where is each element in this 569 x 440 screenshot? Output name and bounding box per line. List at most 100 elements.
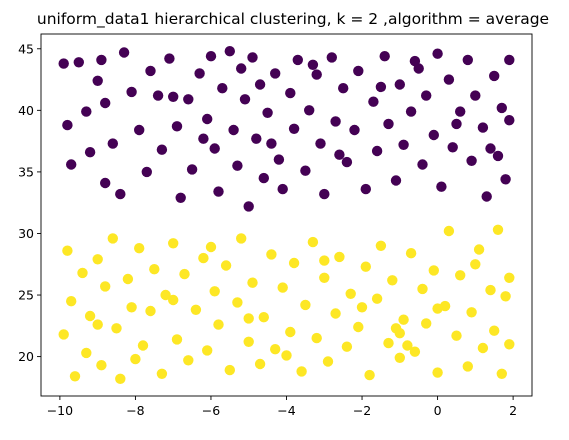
point-cluster-1 bbox=[126, 302, 137, 313]
point-cluster-0 bbox=[232, 160, 243, 171]
point-cluster-0 bbox=[428, 129, 439, 141]
point-cluster-0 bbox=[436, 181, 447, 192]
point-cluster-1 bbox=[198, 252, 209, 264]
point-cluster-1 bbox=[160, 289, 171, 301]
point-cluster-1 bbox=[285, 326, 296, 338]
point-cluster-1 bbox=[398, 314, 409, 325]
point-cluster-1 bbox=[202, 345, 213, 356]
point-cluster-0 bbox=[466, 155, 477, 166]
point-cluster-0 bbox=[228, 124, 239, 136]
point-cluster-0 bbox=[205, 51, 217, 62]
point-cluster-0 bbox=[500, 174, 511, 185]
point-cluster-0 bbox=[304, 105, 315, 116]
point-cluster-1 bbox=[84, 310, 96, 322]
point-cluster-0 bbox=[315, 138, 326, 149]
point-cluster-1 bbox=[130, 353, 141, 365]
point-cluster-1 bbox=[341, 341, 353, 352]
point-cluster-0 bbox=[390, 175, 402, 186]
point-cluster-0 bbox=[338, 83, 349, 94]
point-cluster-1 bbox=[247, 277, 258, 288]
point-cluster-1 bbox=[496, 368, 507, 379]
point-cluster-0 bbox=[349, 124, 360, 136]
point-cluster-1 bbox=[375, 240, 387, 251]
point-cluster-1 bbox=[100, 281, 111, 292]
point-cluster-0 bbox=[447, 142, 458, 153]
point-cluster-1 bbox=[183, 355, 194, 366]
point-cluster-1 bbox=[220, 260, 232, 271]
point-cluster-1 bbox=[213, 319, 224, 330]
chart-title: uniform_data1 hierarchical clustering, k… bbox=[37, 10, 549, 29]
point-cluster-0 bbox=[489, 70, 500, 82]
point-cluster-0 bbox=[81, 106, 92, 117]
point-cluster-0 bbox=[194, 68, 205, 79]
point-cluster-1 bbox=[134, 243, 145, 254]
x-tick-label: 2 bbox=[509, 403, 517, 418]
point-cluster-0 bbox=[270, 68, 281, 79]
x-tick-label: −6 bbox=[202, 403, 220, 418]
point-cluster-1 bbox=[387, 275, 398, 286]
point-cluster-1 bbox=[62, 245, 73, 256]
y-tick-label: 40 bbox=[18, 103, 34, 118]
point-cluster-1 bbox=[477, 342, 489, 354]
point-cluster-0 bbox=[66, 159, 77, 170]
point-cluster-0 bbox=[353, 65, 364, 77]
point-cluster-1 bbox=[330, 308, 341, 319]
point-cluster-0 bbox=[273, 154, 285, 165]
point-cluster-1 bbox=[122, 273, 134, 285]
x-tick-label: −10 bbox=[47, 403, 73, 418]
point-cluster-0 bbox=[398, 139, 409, 150]
point-cluster-0 bbox=[496, 102, 507, 114]
point-cluster-0 bbox=[319, 188, 330, 200]
point-cluster-1 bbox=[92, 254, 103, 265]
point-cluster-1 bbox=[258, 312, 269, 323]
point-cluster-1 bbox=[270, 344, 281, 355]
point-cluster-1 bbox=[69, 371, 81, 382]
point-cluster-1 bbox=[489, 325, 500, 336]
point-cluster-0 bbox=[171, 121, 183, 132]
y-tick-label: 45 bbox=[18, 41, 34, 56]
point-cluster-1 bbox=[485, 284, 496, 296]
point-cluster-1 bbox=[243, 313, 254, 324]
point-cluster-0 bbox=[368, 96, 379, 107]
point-cluster-0 bbox=[186, 164, 198, 175]
point-cluster-0 bbox=[84, 147, 96, 158]
point-cluster-0 bbox=[258, 172, 269, 184]
point-cluster-1 bbox=[277, 282, 288, 293]
point-cluster-1 bbox=[421, 318, 432, 329]
point-cluster-0 bbox=[247, 52, 258, 63]
point-cluster-0 bbox=[470, 90, 481, 101]
point-cluster-0 bbox=[300, 165, 311, 176]
point-cluster-1 bbox=[417, 283, 428, 295]
point-cluster-0 bbox=[183, 94, 194, 105]
x-tick-label: −2 bbox=[353, 403, 371, 418]
point-cluster-1 bbox=[243, 336, 254, 347]
point-cluster-1 bbox=[300, 299, 311, 311]
point-cluster-0 bbox=[115, 188, 126, 200]
point-cluster-1 bbox=[96, 360, 107, 371]
y-axis: 20 25 30 35 40 45 bbox=[18, 41, 41, 364]
point-cluster-0 bbox=[462, 54, 473, 66]
point-cluster-0 bbox=[405, 106, 417, 117]
point-cluster-1 bbox=[334, 251, 345, 263]
point-cluster-1 bbox=[356, 302, 368, 313]
point-cluster-1 bbox=[168, 238, 179, 249]
point-cluster-1 bbox=[77, 267, 88, 279]
point-cluster-0 bbox=[383, 118, 394, 130]
point-cluster-1 bbox=[360, 261, 371, 272]
point-cluster-0 bbox=[307, 59, 319, 70]
point-cluster-1 bbox=[432, 303, 443, 314]
point-cluster-1 bbox=[466, 307, 477, 318]
point-cluster-1 bbox=[432, 367, 443, 378]
point-cluster-1 bbox=[58, 329, 69, 340]
point-cluster-1 bbox=[171, 334, 183, 345]
y-tick-label: 20 bbox=[18, 349, 34, 364]
point-cluster-1 bbox=[500, 291, 511, 302]
point-cluster-0 bbox=[262, 107, 273, 119]
point-cluster-1 bbox=[137, 340, 149, 351]
point-cluster-0 bbox=[217, 83, 228, 94]
point-cluster-0 bbox=[100, 97, 111, 109]
point-cluster-1 bbox=[168, 294, 179, 306]
point-cluster-0 bbox=[421, 90, 432, 101]
